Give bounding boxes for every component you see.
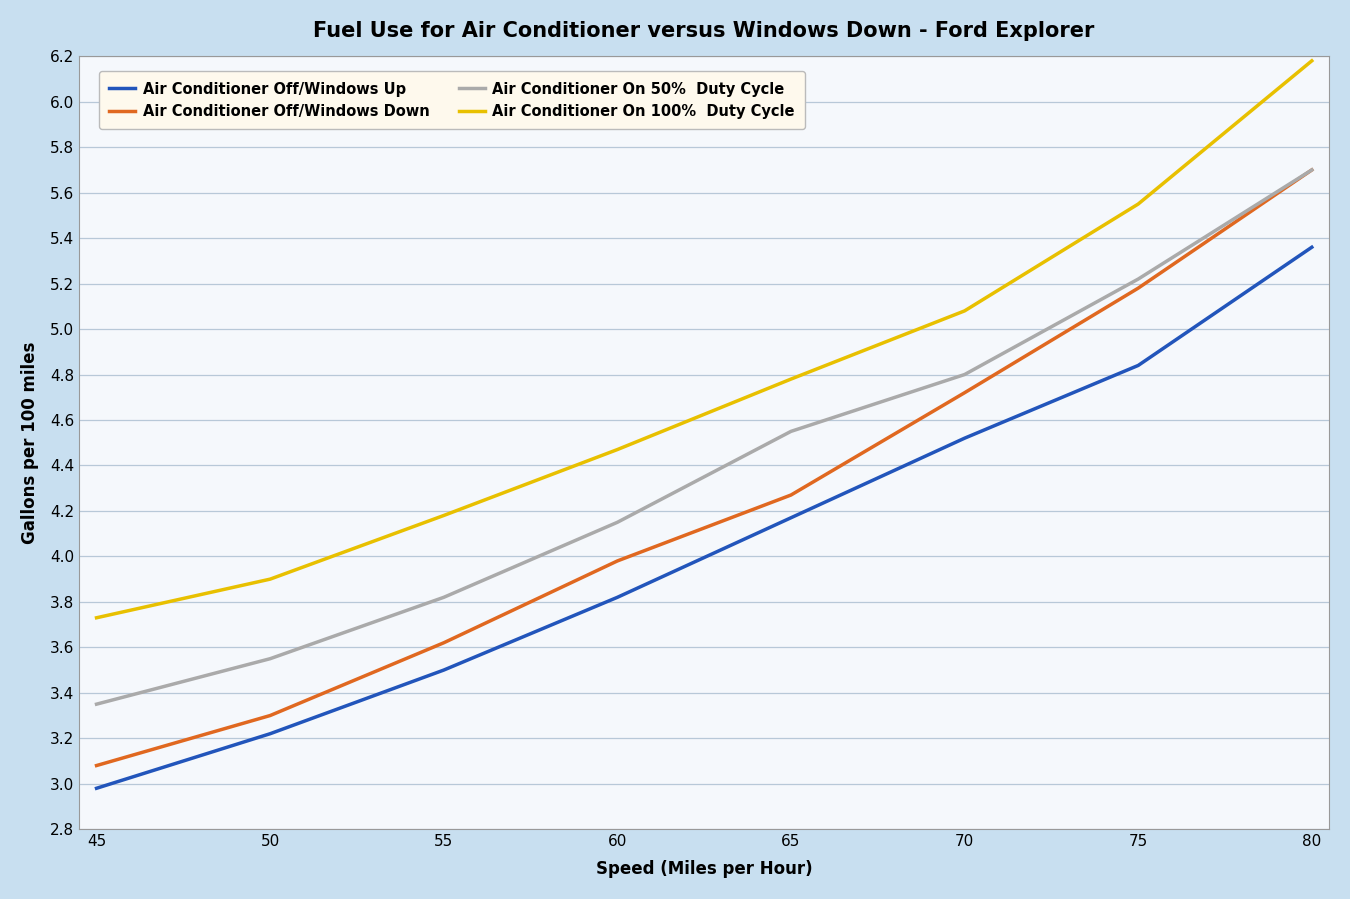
Legend: Air Conditioner Off/Windows Up, Air Conditioner Off/Windows Down, Air Conditione: Air Conditioner Off/Windows Up, Air Cond… <box>99 71 805 129</box>
Air Conditioner Off/Windows Up <box>436 664 452 675</box>
Air Conditioner On 50%  Duty Cycle <box>436 592 452 602</box>
Air Conditioner Off/Windows Up <box>783 512 799 523</box>
Line: Air Conditioner Off/Windows Down: Air Conditioner Off/Windows Down <box>97 170 1312 766</box>
Air Conditioner On 50%  Duty Cycle <box>609 517 625 528</box>
Air Conditioner Off/Windows Up <box>262 728 278 739</box>
Air Conditioner Off/Windows Down <box>89 761 105 771</box>
Air Conditioner On 50%  Duty Cycle <box>957 369 973 380</box>
Air Conditioner Off/Windows Down <box>609 556 625 566</box>
Line: Air Conditioner On 100%  Duty Cycle: Air Conditioner On 100% Duty Cycle <box>97 61 1312 618</box>
Air Conditioner On 50%  Duty Cycle <box>89 699 105 709</box>
Air Conditioner On 100%  Duty Cycle <box>783 374 799 385</box>
Air Conditioner On 100%  Duty Cycle <box>436 510 452 521</box>
Air Conditioner On 100%  Duty Cycle <box>609 444 625 455</box>
Air Conditioner On 100%  Duty Cycle <box>1130 199 1146 209</box>
Air Conditioner Off/Windows Up <box>609 592 625 602</box>
Air Conditioner Off/Windows Down <box>783 490 799 501</box>
Air Conditioner On 50%  Duty Cycle <box>783 426 799 437</box>
Air Conditioner Off/Windows Down <box>1304 165 1320 175</box>
Air Conditioner Off/Windows Down <box>1130 283 1146 294</box>
Line: Air Conditioner Off/Windows Up: Air Conditioner Off/Windows Up <box>97 247 1312 788</box>
Air Conditioner On 100%  Duty Cycle <box>262 574 278 584</box>
Air Conditioner Off/Windows Up <box>957 432 973 443</box>
Air Conditioner On 50%  Duty Cycle <box>262 654 278 664</box>
Y-axis label: Gallons per 100 miles: Gallons per 100 miles <box>20 342 39 544</box>
Air Conditioner Off/Windows Down <box>957 387 973 398</box>
Air Conditioner Off/Windows Up <box>89 783 105 794</box>
X-axis label: Speed (Miles per Hour): Speed (Miles per Hour) <box>595 860 813 878</box>
Air Conditioner On 50%  Duty Cycle <box>1304 165 1320 175</box>
Air Conditioner On 100%  Duty Cycle <box>957 306 973 316</box>
Air Conditioner Off/Windows Down <box>262 710 278 721</box>
Air Conditioner Off/Windows Down <box>436 637 452 648</box>
Air Conditioner On 50%  Duty Cycle <box>1130 273 1146 284</box>
Air Conditioner Off/Windows Up <box>1304 242 1320 253</box>
Air Conditioner On 100%  Duty Cycle <box>89 612 105 623</box>
Line: Air Conditioner On 50%  Duty Cycle: Air Conditioner On 50% Duty Cycle <box>97 170 1312 704</box>
Air Conditioner Off/Windows Up <box>1130 360 1146 371</box>
Air Conditioner On 100%  Duty Cycle <box>1304 56 1320 67</box>
Title: Fuel Use for Air Conditioner versus Windows Down - Ford Explorer: Fuel Use for Air Conditioner versus Wind… <box>313 21 1095 40</box>
